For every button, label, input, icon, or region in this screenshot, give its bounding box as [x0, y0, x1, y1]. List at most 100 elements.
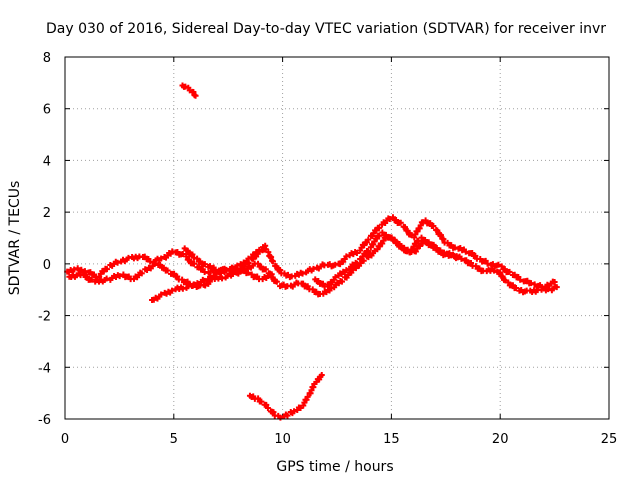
- x-tick-label: 15: [383, 432, 400, 447]
- data-point: [114, 259, 121, 266]
- data-point: [158, 291, 165, 298]
- data-point: [545, 286, 552, 293]
- data-point: [270, 409, 277, 416]
- data-point: [496, 269, 503, 276]
- data-point: [255, 395, 262, 402]
- y-tick-label: 0: [43, 258, 51, 273]
- data-point: [234, 267, 241, 274]
- data-point: [412, 231, 419, 238]
- chart-title: Day 030 of 2016, Sidereal Day-to-day VTE…: [46, 21, 606, 37]
- x-tick-label: 5: [170, 432, 178, 447]
- data-point: [451, 244, 458, 251]
- y-tick-label: -4: [38, 361, 51, 376]
- data-point: [506, 268, 513, 275]
- data-point: [168, 287, 175, 294]
- data-point: [245, 259, 252, 266]
- data-point: [386, 216, 393, 223]
- data-point: [310, 265, 317, 272]
- data-point: [304, 393, 311, 400]
- data-point: [495, 261, 502, 268]
- data-point: [365, 236, 372, 243]
- data-point: [343, 267, 350, 274]
- data-point: [103, 266, 110, 273]
- plot-frame: [64, 56, 610, 420]
- y-tick-labels: -6 -4 -2 0 2 4 6 8: [38, 51, 51, 428]
- data-point: [262, 266, 269, 273]
- data-point: [116, 273, 123, 280]
- data-point: [437, 232, 444, 239]
- data-point: [453, 253, 460, 260]
- data-point: [440, 249, 447, 256]
- data-point: [434, 227, 441, 234]
- data-point: [284, 412, 291, 419]
- data-point: [269, 274, 276, 281]
- data-point: [553, 284, 560, 291]
- y-tick-label: -2: [38, 310, 51, 325]
- data-point: [201, 277, 208, 284]
- data-point: [397, 243, 404, 250]
- y-tick-label: 2: [43, 206, 51, 221]
- data-point: [190, 89, 197, 95]
- x-tick-label: 20: [492, 432, 509, 447]
- x-tick-label: 25: [601, 432, 618, 447]
- data-point: [71, 266, 78, 273]
- y-tick-label: 4: [43, 154, 51, 169]
- data-point: [291, 408, 298, 415]
- data-point: [354, 260, 361, 267]
- data-point: [484, 260, 491, 267]
- data-point: [414, 228, 421, 235]
- data-point: [273, 263, 280, 270]
- data-point: [404, 227, 411, 234]
- data-point: [397, 219, 404, 226]
- data-point: [411, 234, 418, 241]
- data-point: [353, 249, 360, 256]
- data-point: [245, 269, 252, 276]
- data-point: [513, 285, 520, 292]
- data-points: [64, 82, 560, 421]
- data-point: [343, 253, 350, 260]
- data-point: [191, 260, 198, 267]
- data-point: [258, 398, 265, 405]
- data-point: [179, 251, 186, 258]
- data-point: [328, 285, 335, 292]
- data-point: [277, 414, 284, 421]
- data-point: [138, 270, 145, 277]
- data-point: [268, 271, 275, 278]
- x-axis-label: GPS time / hours: [276, 459, 393, 475]
- grid-lines: [65, 57, 609, 419]
- y-axis-label: SDTVAR / TECUs: [7, 181, 23, 296]
- axis-ticks: [64, 56, 610, 420]
- data-point: [277, 267, 284, 274]
- y-tick-label: 8: [43, 51, 51, 66]
- data-point: [186, 256, 193, 263]
- data-point: [88, 276, 95, 283]
- data-point: [332, 274, 339, 281]
- data-point: [402, 224, 408, 231]
- data-point: [103, 275, 110, 282]
- data-point: [417, 222, 424, 229]
- data-point: [273, 278, 280, 285]
- data-point: [365, 248, 372, 255]
- y-tick-label: -6: [38, 413, 51, 428]
- data-point: [528, 280, 535, 287]
- data-point: [262, 242, 269, 249]
- data-point: [391, 236, 398, 243]
- data-point: [151, 260, 158, 267]
- data-point: [430, 222, 437, 229]
- data-point: [184, 247, 191, 254]
- data-point: [491, 267, 498, 274]
- data-point: [458, 255, 465, 262]
- data-point: [299, 270, 306, 277]
- data-point: [263, 401, 270, 408]
- data-point: [517, 276, 524, 283]
- data-point: [190, 281, 197, 288]
- x-tick-label: 10: [274, 432, 291, 447]
- data-point: [338, 278, 345, 285]
- data-point: [164, 267, 171, 274]
- data-point: [201, 261, 208, 268]
- data-point: [462, 248, 469, 255]
- data-point: [77, 272, 84, 279]
- data-point: [416, 225, 423, 232]
- data-point: [499, 273, 506, 280]
